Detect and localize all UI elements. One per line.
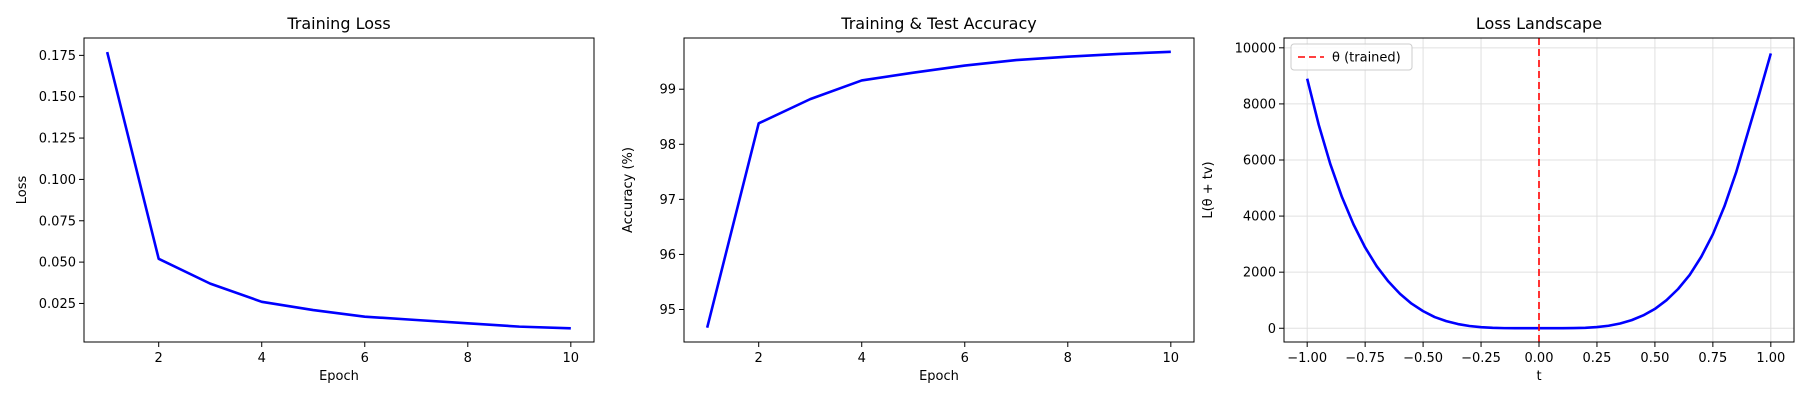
loss-landscape-x-tick-label: −0.25 [1461,351,1501,366]
loss-landscape-y-tick-label: 2000 [1243,266,1276,281]
accuracy-y-tick-label: 97 [659,193,676,208]
loss-landscape-y-tick-label: 8000 [1243,97,1276,112]
training-loss-y-tick-label: 0.100 [39,173,76,188]
accuracy-x-tick-label: 6 [961,351,969,366]
loss-landscape-x-tick-label: −1.00 [1287,351,1327,366]
loss-landscape-y-tick-label: 10000 [1235,41,1276,56]
loss-landscape-chart: −1.00 −0.75 −0.50 −0.25 0.00 0.25 0.50 0.75 1.00… [1201,14,1795,384]
training-loss-y-tick-label: 0.175 [39,49,76,64]
training-loss-x-tick-label: 8 [464,351,472,366]
training-loss-y-tick-label: 0.150 [39,90,76,105]
accuracy-y-tick-label: 96 [659,248,676,263]
loss-landscape-title: Loss Landscape [1476,14,1602,33]
training-loss-y-axis-label: Loss [15,176,30,205]
accuracy-y-axis-label: Accuracy (%) [621,147,636,233]
loss-landscape-y-tick-label: 4000 [1243,210,1276,225]
loss-landscape-x-tick-label: 0.25 [1582,351,1611,366]
training-loss-x-tick-label: 10 [563,351,580,366]
training-loss-y-tick-label: 0.075 [39,214,76,229]
training-loss-y-tick-label: 0.050 [39,256,76,271]
legend-box [1290,43,1413,71]
loss-landscape-y-axis-label: L(θ + tv) [1201,161,1216,218]
training-loss-x-axis-label: Epoch [319,369,359,384]
accuracy-y-tick-label: 99 [659,83,676,98]
loss-landscape-legend: θ (trained) [1290,43,1413,71]
loss-landscape-x-tick-label: 1.00 [1756,351,1785,366]
accuracy-chart: 2 4 6 8 10 95 96 97 98 99 Training & Test Accuracy… [621,14,1195,384]
training-loss-series-line [105,51,571,330]
loss-landscape-x-tick-label: 0.75 [1698,351,1727,366]
training-loss-y-tick-label: 0.125 [39,132,76,147]
training-loss-x-tick-label: 2 [155,351,163,366]
loss-landscape-x-axis-label: t [1536,369,1541,384]
loss-landscape-y-tick-label: 0 [1268,322,1276,337]
accuracy-x-tick-label: 2 [755,351,763,366]
training-loss-chart: 2 4 6 8 10 0.025 0.050 0.075 0.100 0.125 0.150 0.17… [15,14,595,384]
accuracy-x-tick-label: 4 [858,351,866,366]
training-loss-title: Training Loss [286,14,390,33]
accuracy-x-tick-label: 10 [1163,351,1180,366]
training-loss-axes-frame [83,37,595,343]
training-loss-x-tick-label: 4 [258,351,266,366]
accuracy-y-tick-label: 98 [659,138,676,153]
accuracy-title: Training & Test Accuracy [840,14,1036,33]
legend-label: θ (trained) [1332,51,1401,66]
loss-landscape-y-tick-label: 6000 [1243,153,1276,168]
loss-landscape-x-tick-label: −0.75 [1345,351,1385,366]
accuracy-axes-frame [683,37,1195,343]
loss-landscape-x-tick-label: 0.00 [1525,351,1554,366]
training-loss-x-tick-label: 6 [361,351,369,366]
accuracy-series-line [705,50,1171,328]
accuracy-y-tick-label: 95 [659,303,676,318]
accuracy-x-axis-label: Epoch [919,369,959,384]
accuracy-x-tick-label: 8 [1064,351,1072,366]
loss-landscape-x-tick-label: 0.50 [1640,351,1669,366]
training-loss-y-tick-label: 0.025 [39,297,76,312]
loss-landscape-x-tick-label: −0.50 [1403,351,1443,366]
